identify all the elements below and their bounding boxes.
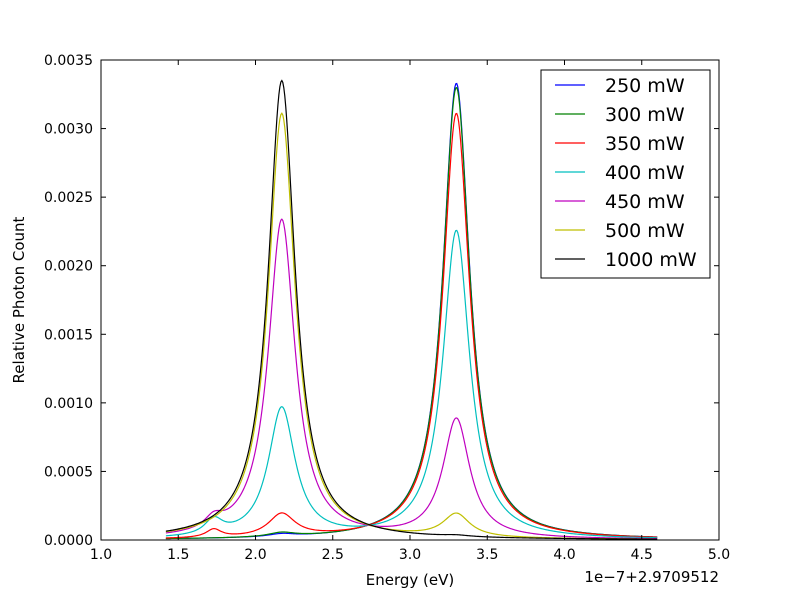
y-tick-label: 0.0020: [44, 259, 93, 275]
x-tick-label: 2.0: [244, 547, 266, 563]
legend-label-5: 500 mW: [605, 220, 685, 242]
y-tick-label: 0.0015: [44, 327, 93, 343]
legend-label-4: 450 mW: [605, 191, 685, 213]
x-tick-label: 2.5: [322, 547, 344, 563]
x-offset-label: 1e−7+2.9709512: [584, 568, 719, 586]
x-tick-label: 4.5: [631, 547, 653, 563]
legend-label-1: 300 mW: [605, 104, 685, 126]
y-tick-label: 0.0005: [44, 464, 93, 480]
legend-label-3: 400 mW: [605, 162, 685, 184]
series-line-6: [165, 79, 658, 540]
x-tick-label: 4.0: [553, 547, 575, 563]
series-line-3: [165, 229, 658, 539]
series-layer: [165, 79, 658, 540]
y-tick-label: 0.0010: [44, 396, 93, 412]
series-line-2: [165, 112, 658, 539]
tick-layer: 1.0 1.5 2.0 2.5 3.0 3.5 4.0 4.5 5.0 0.0000 0.0005 0…: [44, 53, 730, 563]
y-tick-label: 0.0025: [44, 190, 93, 206]
legend-label-0: 250 mW: [605, 75, 685, 97]
y-tick-label: 0.0035: [44, 53, 93, 69]
series-line-4: [165, 218, 658, 540]
x-axis-label: Energy (eV): [366, 571, 454, 589]
y-axis-label: Relative Photon Count: [10, 216, 28, 383]
x-tick-label: 3.5: [476, 547, 498, 563]
x-tick-label: 1.5: [167, 547, 189, 563]
y-tick-label: 0.0000: [44, 533, 93, 549]
y-tick-label: 0.0030: [44, 122, 93, 138]
legend-label-2: 350 mW: [605, 133, 685, 155]
legend: 250 mW 300 mW 350 mW 400 mW 450 mW 500 mW 1000…: [540, 69, 711, 279]
legend-label-6: 1000 mW: [605, 249, 697, 271]
x-tick-label: 1.0: [90, 547, 112, 563]
legend-frame: [540, 69, 711, 279]
x-tick-label: 5.0: [708, 547, 730, 563]
x-tick-label: 3.0: [399, 547, 421, 563]
